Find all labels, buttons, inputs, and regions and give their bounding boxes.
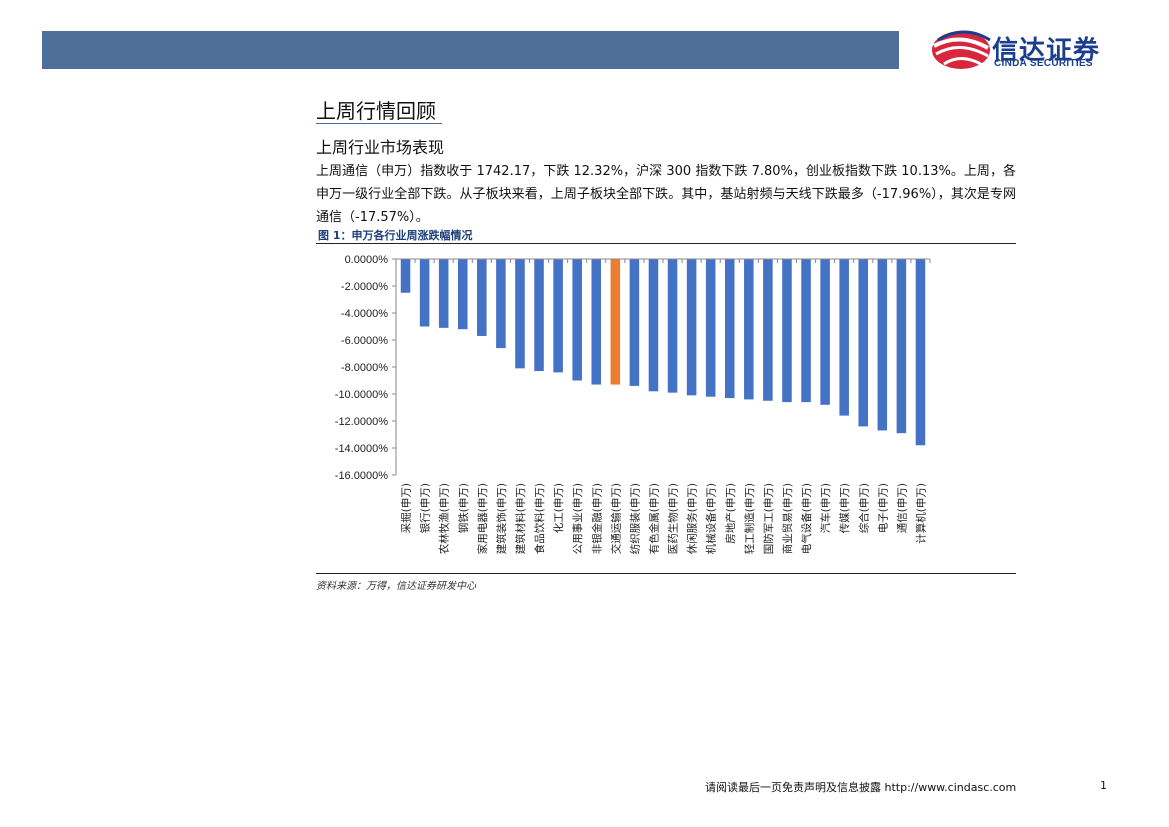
bar [686, 259, 697, 396]
bar [724, 259, 735, 399]
industry-weekly-change-chart: 0.0000% -2.0000% -4.0000% -6.0000% -8.0000% -… [335, 254, 931, 554]
x-category-label: 非银金融(申万) [590, 483, 603, 554]
bar [915, 259, 926, 446]
bar [477, 259, 487, 336]
x-category-label: 电气设备(申万) [800, 483, 813, 554]
y-tick-label: -16.0000% [335, 470, 388, 482]
x-category-label: 休闲服务(申万) [686, 483, 699, 554]
bar [782, 259, 792, 403]
bar [858, 259, 869, 427]
x-category-label: 采掘(申万) [400, 483, 413, 533]
x-category-label: 食品饮料(申万) [533, 483, 546, 554]
bar [591, 259, 602, 385]
x-category-label: 房地产(申万) [724, 483, 737, 544]
bar [801, 259, 811, 403]
summary-paragraph: 上周通信（申万）指数收于 1742.17，下跌 12.32%，沪深 300 指数… [316, 164, 1016, 225]
bar [496, 259, 506, 349]
bar [610, 259, 621, 385]
x-category-label: 建筑装饰(申万) [495, 483, 508, 554]
logo-text-en: CINDA SECURITIES [994, 58, 1093, 69]
footer-disclaimer: 请阅读最后一页免责声明及信息披露 http://www.cindasc.com [705, 781, 1017, 794]
bar [515, 259, 525, 369]
x-category-label: 有色金属(申万) [647, 483, 660, 554]
bar [648, 259, 659, 392]
bar [839, 259, 849, 416]
sub-title: 上周行业市场表现 [316, 138, 445, 157]
figure-top-rule [316, 243, 1016, 244]
y-tick-label: -14.0000% [335, 443, 388, 455]
bar [896, 259, 907, 434]
x-category-label: 汽车(申万) [819, 483, 832, 533]
bar [744, 259, 754, 400]
cinda-logo-icon [932, 30, 991, 69]
data-source-note: 资料来源：万得，信达证券研发中心 [316, 581, 476, 592]
x-category-label: 传媒(申万) [838, 483, 851, 533]
x-category-label: 国防军工(申万) [762, 483, 775, 554]
bar [877, 259, 888, 431]
bar [572, 259, 582, 381]
bar [629, 259, 640, 386]
bar [534, 259, 544, 372]
y-tick-label: -12.0000% [335, 416, 388, 428]
x-category-label: 电子(申万) [876, 483, 889, 533]
y-tick-label: -6.0000% [341, 335, 388, 347]
logo-text-cn: 信达证券 [992, 36, 1101, 66]
x-category-label: 农林牧渔(申万) [438, 483, 451, 554]
section-title-underline [316, 123, 442, 124]
y-tick-label: -8.0000% [341, 362, 388, 374]
figure-caption: 图 1：申万各行业周涨跌幅情况 [318, 229, 473, 242]
x-category-label: 纺织服装(申万) [628, 483, 641, 554]
bar [400, 259, 411, 293]
bar [419, 259, 430, 327]
x-category-label: 通信(申万) [895, 483, 908, 533]
cinda-logo: 信达证券 CINDA SECURITIES [930, 26, 1130, 74]
bar [553, 259, 563, 373]
x-category-label: 交通运输(申万) [609, 483, 622, 554]
x-category-label: 家用电器(申万) [476, 483, 489, 554]
bar [705, 259, 716, 397]
x-category-label: 公用事业(申万) [571, 483, 584, 554]
bar [820, 259, 830, 405]
y-tick-label: -4.0000% [341, 308, 388, 320]
bar [667, 259, 678, 393]
section-title: 上周行情回顾 [316, 99, 436, 123]
x-category-label: 化工(申万) [552, 483, 565, 533]
x-category-label: 银行(申万) [419, 483, 432, 533]
x-category-label: 机械设备(申万) [705, 483, 718, 554]
y-tick-label: -2.0000% [341, 281, 388, 293]
x-category-label: 综合(申万) [857, 483, 870, 533]
x-category-label: 计算机(申万) [914, 483, 927, 544]
x-category-label: 建筑材料(申万) [514, 483, 527, 554]
bar [438, 259, 449, 328]
y-tick-label: 0.0000% [345, 254, 389, 266]
x-category-label: 钢铁(申万) [457, 483, 470, 533]
x-category-label: 轻工制造(申万) [743, 483, 756, 554]
header-bar [42, 31, 899, 69]
page-number: 1 [1100, 779, 1107, 792]
bar [763, 259, 773, 401]
x-category-label: 医药生物(申万) [667, 483, 680, 554]
figure-bottom-rule [316, 573, 1016, 574]
bar [457, 259, 468, 330]
x-category-label: 商业贸易(申万) [781, 483, 794, 554]
y-tick-label: -10.0000% [335, 389, 388, 401]
